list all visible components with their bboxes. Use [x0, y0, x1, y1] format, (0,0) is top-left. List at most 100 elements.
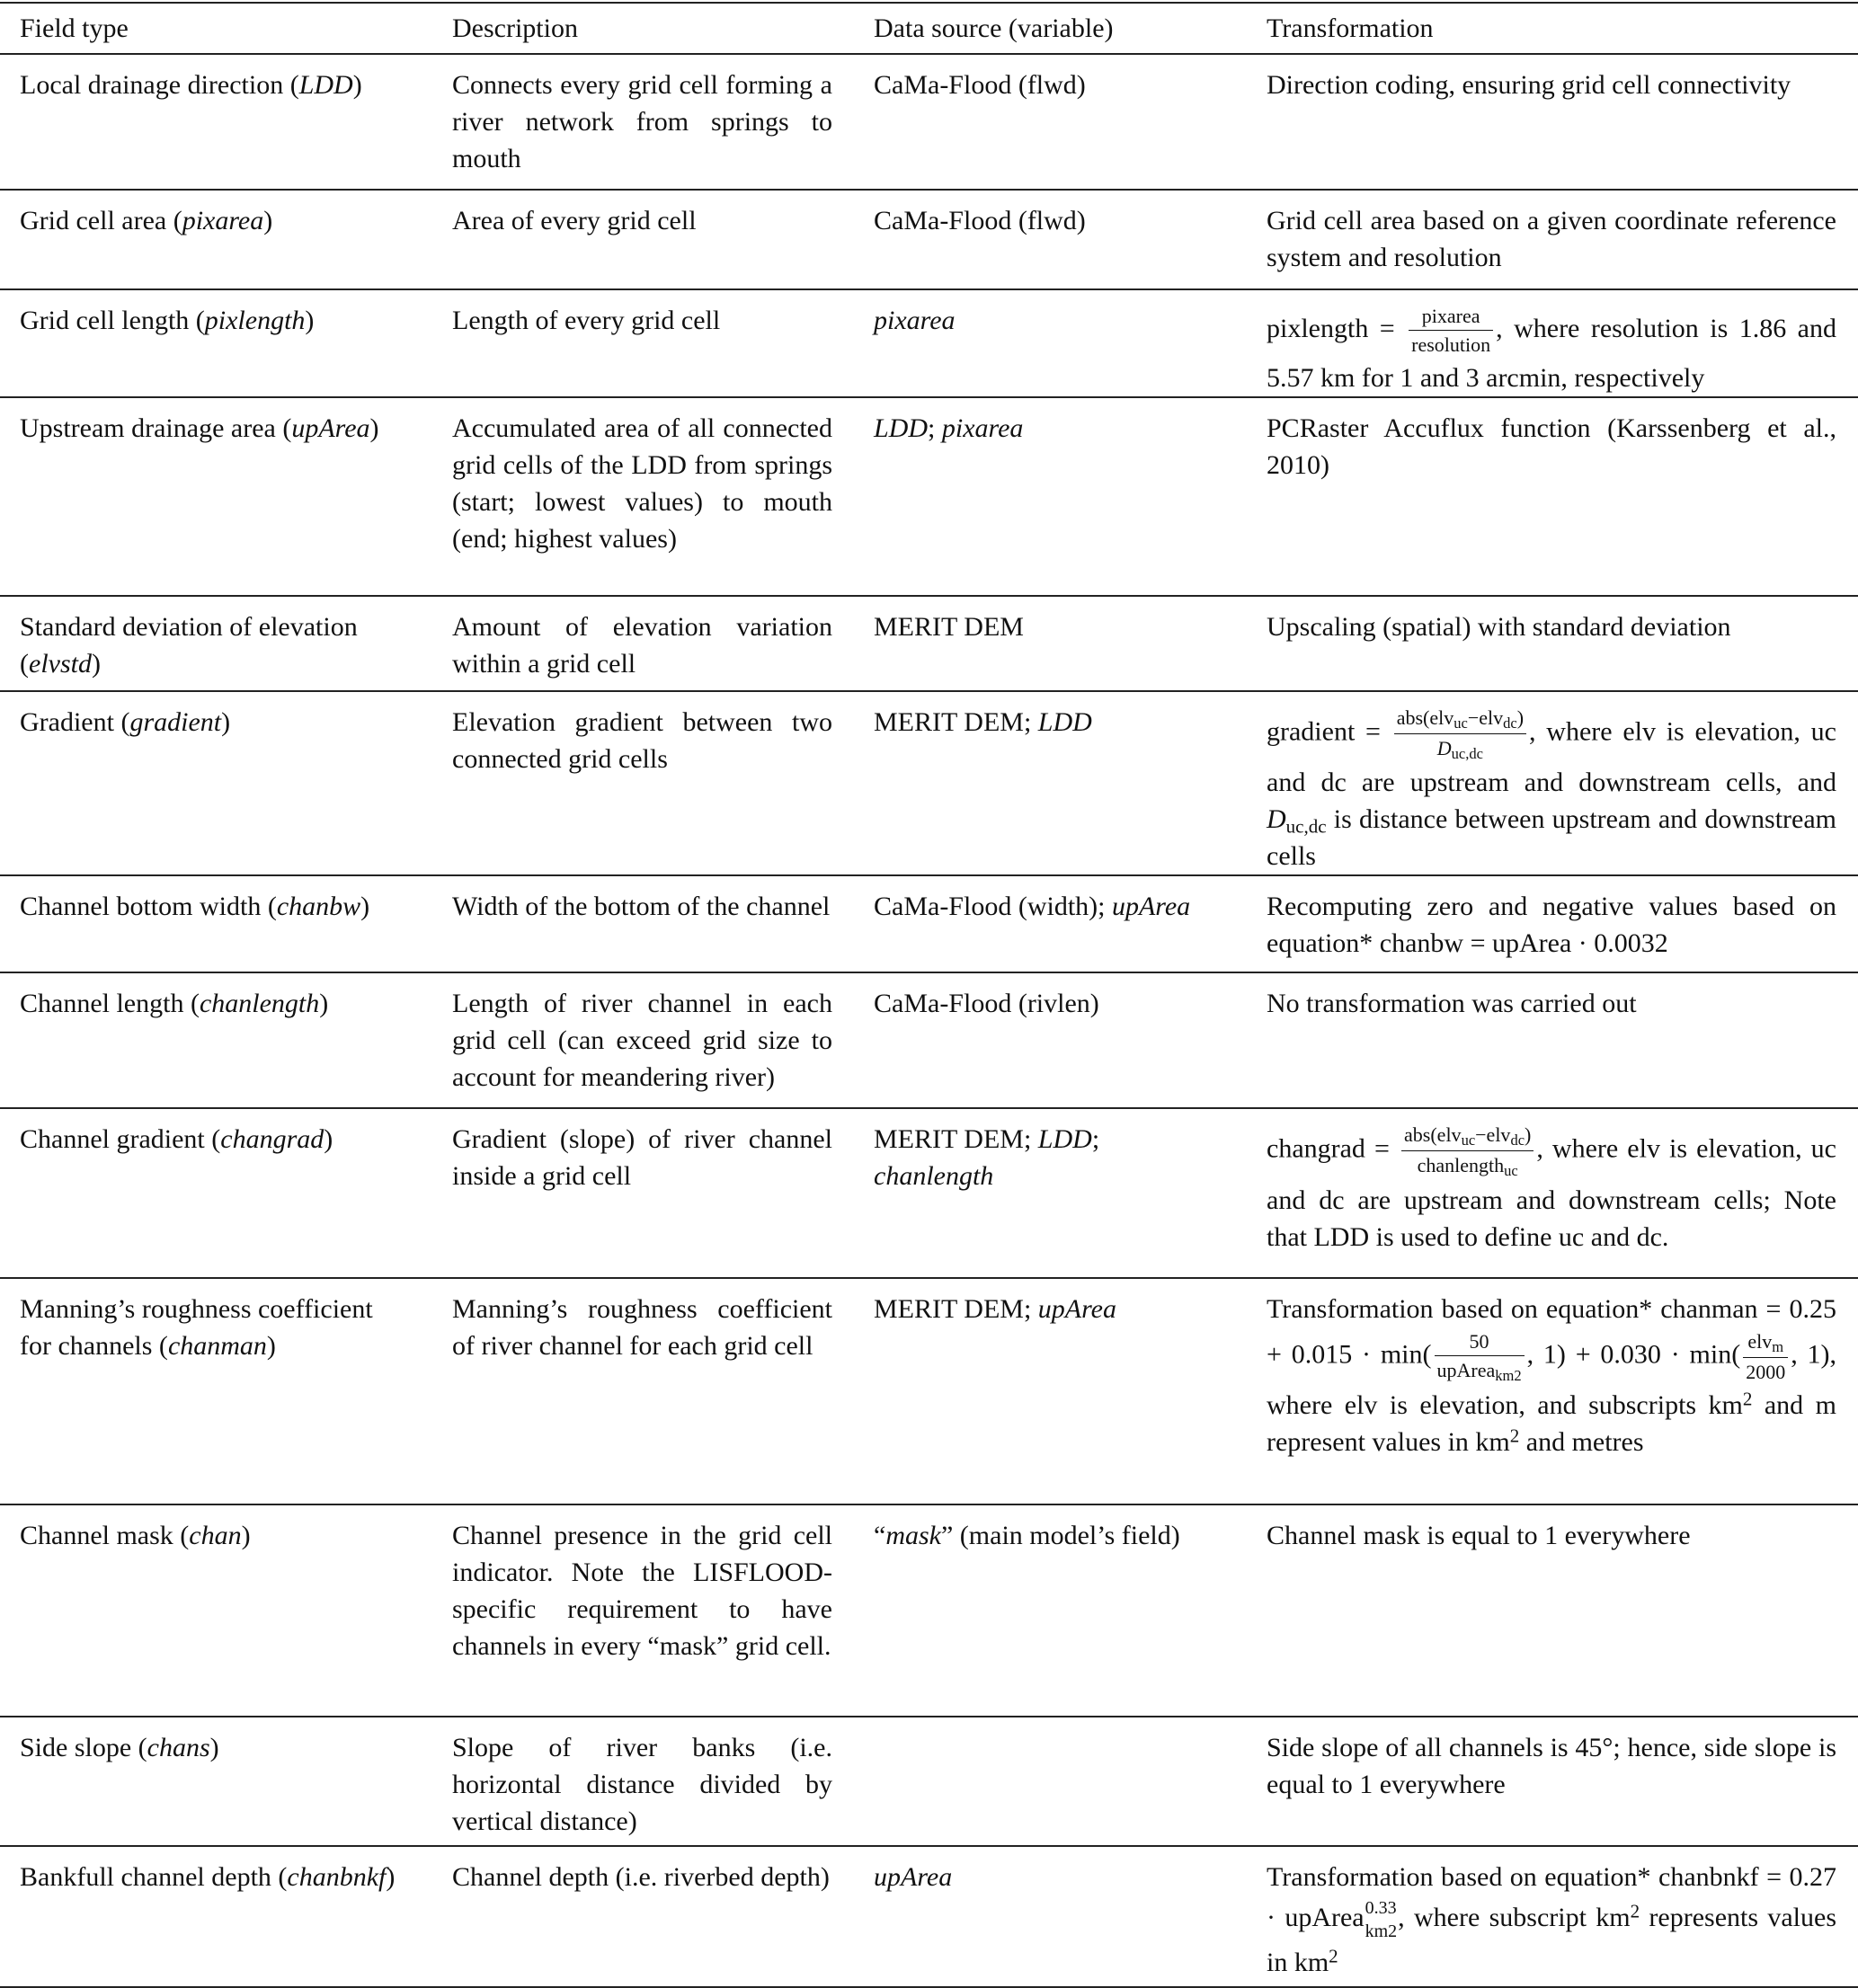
field-name: Side slope ( — [20, 1733, 147, 1763]
field-name: Gradient ( — [20, 707, 130, 737]
data-source-cell: MERIT DEM; LDD; chanlength — [854, 1108, 1247, 1278]
field-variable: pixlength — [204, 306, 306, 335]
description-cell: Gradient (slope) of river channel inside… — [452, 1124, 832, 1192]
field-type-cell: Gradient (gradient) — [0, 691, 432, 875]
field-name-end: ) — [386, 1862, 396, 1893]
description-cell: Area of every grid cell — [452, 206, 697, 235]
data-source-cell — [854, 1717, 1247, 1846]
description-cell: Length of river channel in each grid cel… — [452, 989, 832, 1093]
data-source-cell: CaMa-Flood (flwd) — [854, 190, 1247, 289]
data-source-cell: MERIT DEM — [854, 596, 1247, 691]
field-name: Grid cell length ( — [20, 306, 205, 335]
text-segment: CaMa-Flood (flwd) — [874, 70, 1086, 100]
superscript: 2 — [1630, 1900, 1640, 1922]
field-variable: chanbnkf — [287, 1862, 387, 1893]
field-type-cell: Channel length (chanlength) — [0, 972, 432, 1108]
field-name: Bankfull channel depth ( — [20, 1862, 288, 1893]
transformation-cell: Transformation based on equation* chanma… — [1247, 1278, 1858, 1504]
numerator: abs(elvuc−elvdc) — [1393, 706, 1527, 734]
text-segment: CaMa-Flood (flwd) — [874, 206, 1086, 235]
field-name-end: ) — [369, 413, 379, 443]
field-name-end: ) — [305, 306, 315, 335]
text-segment: chanlength — [1417, 1153, 1505, 1176]
italic-segment: upArea — [1037, 1294, 1116, 1325]
field-type-cell: Channel gradient (changrad) — [0, 1108, 432, 1278]
text-segment: abs(elv — [1404, 1123, 1462, 1147]
transformation-cell: Channel mask is equal to 1 everywhere — [1247, 1504, 1858, 1717]
subscript: uc — [1454, 714, 1468, 732]
text-segment: ) — [1525, 1123, 1532, 1147]
italic-segment: upArea — [874, 1862, 953, 1893]
subscript: m — [1772, 1338, 1784, 1356]
description-cell: Slope of river banks (i.e. horizontal di… — [452, 1733, 832, 1837]
text-segment: pixarea — [1421, 305, 1480, 327]
text-segment: and metres — [1519, 1426, 1644, 1457]
header-data-source: Data source (variable) — [874, 13, 1114, 43]
superscript: 2 — [1742, 1388, 1753, 1410]
field-name-end: ) — [319, 989, 329, 1019]
transformation-cell: Direction coding, ensuring grid cell con… — [1247, 54, 1858, 190]
text-segment: is distance between upstream and downstr… — [1267, 804, 1836, 872]
field-name: Channel gradient ( — [20, 1124, 221, 1155]
text-segment: Grid cell area based on a given coordina… — [1267, 206, 1836, 272]
table-row: Local drainage direction (LDD) Connects e… — [0, 54, 1858, 190]
text-segment: , 1), where elv is elevation, and subscr… — [1267, 1339, 1837, 1420]
numerator: elvm — [1743, 1330, 1789, 1358]
field-name-end: ) — [221, 707, 231, 737]
text-segment: No transformation was carried out — [1267, 989, 1637, 1019]
subscript: uc,dc — [1451, 744, 1483, 762]
table-row: Upstream drainage area (upArea) Accumulat… — [0, 397, 1858, 596]
text-segment: Channel mask is equal to 1 everywhere — [1267, 1521, 1691, 1551]
text-segment: −elv — [1475, 1123, 1511, 1147]
text-segment: ; — [1091, 1124, 1100, 1155]
table-row: Channel mask (chan) Channel presence in t… — [0, 1504, 1858, 1717]
text-segment: MERIT DEM — [874, 612, 1024, 642]
data-source-cell: “mask” (main model’s field) — [854, 1504, 1247, 1717]
table-body: Local drainage direction (LDD) Connects e… — [0, 54, 1858, 1988]
table-row: Manning’s roughness coefficient for chan… — [0, 1278, 1858, 1505]
field-variable: chanbw — [276, 892, 361, 922]
description-cell: Accumulated area of all connected grid c… — [452, 413, 832, 554]
field-variable: chanman — [167, 1331, 267, 1362]
transformation-cell: Transformation based on equation* chanbn… — [1247, 1846, 1858, 1987]
field-type-cell: Channel bottom width (chanbw) — [0, 875, 432, 972]
text-segment: Side slope of all channels is 45°; hence… — [1267, 1733, 1836, 1800]
text-segment: MERIT DEM; — [874, 1294, 1038, 1325]
field-name: Channel bottom width ( — [20, 892, 277, 922]
field-variable: pixarea — [182, 206, 264, 235]
data-source-cell: MERIT DEM; LDD — [854, 691, 1247, 875]
subscript: dc — [1503, 714, 1517, 732]
transformation-cell: gradient = abs(elvuc−elvdc) Duc,dc, where… — [1247, 691, 1858, 875]
field-name: Standard deviation of elevation ( — [20, 612, 358, 679]
text-segment: , where resolution is 1.86 and 5.57 km f… — [1267, 313, 1836, 393]
subscript: dc — [1510, 1132, 1525, 1149]
italic-segment: pixarea — [941, 413, 1024, 443]
table-row: Grid cell length (pixlength) Length of ev… — [0, 289, 1858, 397]
field-variable: elvstd — [29, 649, 92, 679]
numerator: pixarea — [1409, 305, 1494, 331]
italic-segment: mask — [885, 1521, 941, 1551]
italic-segment: LDD — [1037, 1124, 1092, 1155]
italic-segment: LDD — [1037, 707, 1092, 737]
description-cell: Width of the bottom of the channel — [452, 892, 831, 922]
text-segment: changrad = — [1267, 1133, 1400, 1164]
table-row: Grid cell area (pixarea) Area of every gr… — [0, 190, 1858, 289]
field-type-cell: Manning’s roughness coefficient for chan… — [0, 1278, 432, 1504]
numerator: 50 — [1434, 1330, 1525, 1357]
table-row: Gradient (gradient) Elevation gradient be… — [0, 691, 1858, 876]
field-name-end: ) — [360, 892, 370, 922]
text-segment: Recomputing zero and negative values bas… — [1267, 892, 1836, 959]
text-segment: , 1) + 0.030 · min( — [1526, 1339, 1741, 1370]
numerator: abs(elvuc−elvdc) — [1401, 1123, 1534, 1151]
header-transformation: Transformation — [1267, 13, 1434, 43]
field-name-end: ) — [241, 1521, 251, 1551]
field-variable: chanlength — [199, 989, 320, 1019]
text-segment: ” (main model’s field) — [940, 1521, 1180, 1551]
superscript: 2 — [1329, 1945, 1338, 1967]
text-segment: Upscaling (spatial) with standard deviat… — [1267, 612, 1731, 642]
text-segment: gradient = — [1267, 716, 1391, 747]
transformation-cell: Upscaling (spatial) with standard deviat… — [1247, 596, 1858, 691]
superscript: 0.33 — [1365, 1898, 1397, 1919]
description-cell: Channel depth (i.e. riverbed depth) — [452, 1862, 830, 1893]
